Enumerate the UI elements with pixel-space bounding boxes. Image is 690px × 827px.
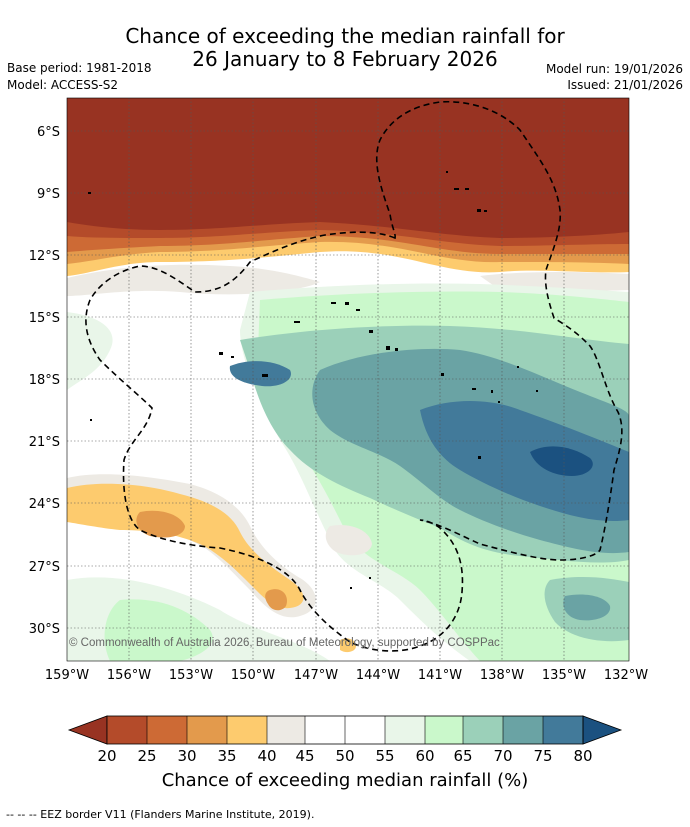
lon-label: 135°W: [542, 668, 586, 683]
copyright-notice: © Commonwealth of Australia 2026, Bureau…: [69, 637, 500, 649]
map-title-line1: Chance of exceeding the median rainfall …: [125, 24, 565, 48]
lon-label: 153°W: [169, 668, 213, 683]
lat-label: 12°S: [29, 249, 60, 264]
latitude-labels: 6°S 9°S 12°S 15°S 18°S 21°S 24°S 27°S 30…: [29, 125, 60, 637]
colorbar-segment: [267, 716, 305, 744]
lon-label: 144°W: [356, 668, 400, 683]
map-frame: [66, 97, 630, 662]
lat-label: 9°S: [37, 187, 60, 202]
lon-label: 150°W: [231, 668, 275, 683]
lat-label: 27°S: [29, 560, 60, 575]
colorbar-tick: 65: [453, 747, 472, 765]
colorbar: 20 25 30 35 40 45 50 55 60 65 70 75 80: [67, 715, 623, 765]
colorbar-segment: [107, 716, 147, 744]
eez-border: [85, 100, 623, 652]
colorbar-tick: 20: [97, 747, 116, 765]
colorbar-tick: 80: [573, 747, 592, 765]
colorbar-tick: 30: [177, 747, 196, 765]
base-period: Base period: 1981-2018: [7, 61, 152, 75]
colorbar-segment: [463, 716, 503, 744]
colorbar-segment: [385, 716, 425, 744]
lon-label: 141°W: [418, 668, 462, 683]
lat-label: 24°S: [29, 497, 60, 512]
model-run: Model run: 19/01/2026: [545, 62, 683, 76]
colorbar-segment: [227, 716, 267, 744]
colorbar-segment: [425, 716, 463, 744]
issued-date: Issued: 21/01/2026: [567, 78, 683, 92]
colorbar-tick: 40: [257, 747, 276, 765]
colorbar-segment: [305, 716, 345, 744]
probability-field: [67, 98, 629, 661]
lon-label: 159°W: [45, 668, 89, 683]
colorbar-over-arrow: [582, 715, 623, 745]
colorbar-tick: 55: [375, 747, 394, 765]
lat-label: 18°S: [29, 373, 60, 388]
lon-label: 138°W: [480, 668, 524, 683]
lon-label: 147°W: [294, 668, 338, 683]
colorbar-segment: [187, 716, 227, 744]
model-name: Model: ACCESS-S2: [7, 78, 119, 92]
colorbar-label: Chance of exceeding median rainfall (%): [161, 770, 529, 791]
lat-label: 30°S: [29, 622, 60, 637]
lon-label: 156°W: [107, 668, 151, 683]
map-title-line2: 26 January to 8 February 2026: [192, 47, 498, 71]
lat-label: 6°S: [37, 125, 60, 140]
colorbar-tick: 75: [533, 747, 552, 765]
colorbar-under-arrow: [67, 715, 108, 745]
lat-label: 21°S: [29, 435, 60, 450]
lon-label: 132°W: [604, 668, 648, 683]
colorbar-tick: 70: [493, 747, 512, 765]
lat-label: 15°S: [29, 311, 60, 326]
longitude-labels: 159°W 156°W 153°W 150°W 147°W 144°W 141°…: [45, 668, 648, 683]
islands: [88, 171, 538, 589]
colorbar-segment: [503, 716, 543, 744]
colorbar-segment: [543, 716, 583, 744]
eez-legend: -- -- -- EEZ border V11 (Flanders Marine…: [6, 808, 315, 821]
colorbar-tick: 50: [335, 747, 354, 765]
colorbar-tick: 35: [217, 747, 236, 765]
colorbar-tick: 60: [415, 747, 434, 765]
colorbar-segment: [345, 716, 385, 744]
colorbar-segment: [147, 716, 187, 744]
graticule: [67, 98, 629, 661]
colorbar-tick: 45: [295, 747, 314, 765]
colorbar-tick: 25: [137, 747, 156, 765]
